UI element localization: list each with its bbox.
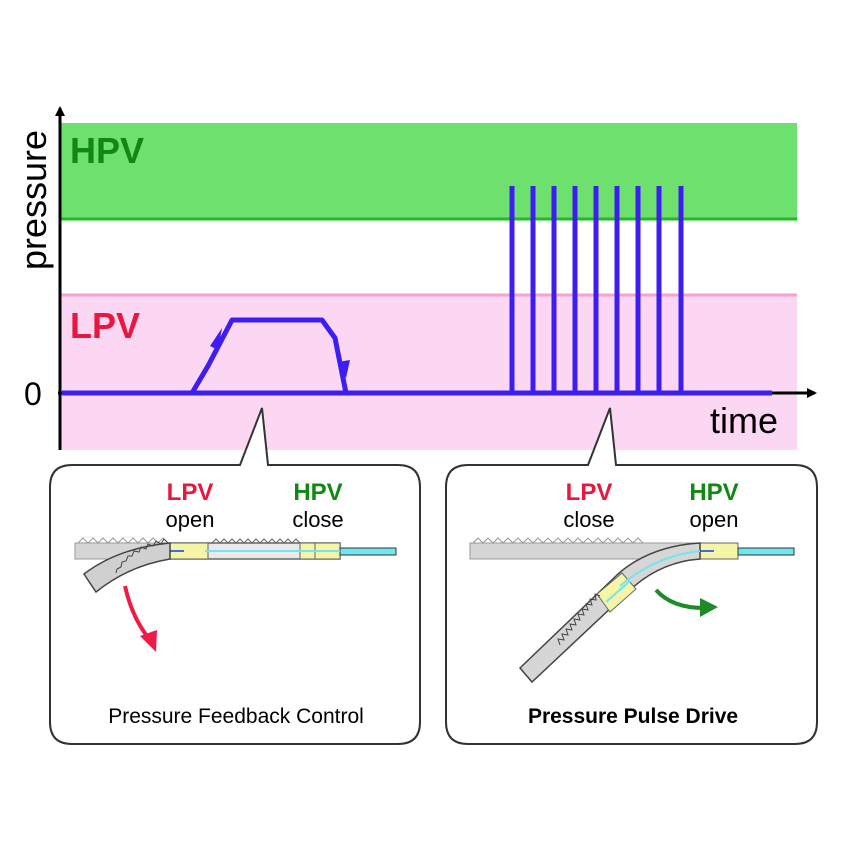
right-hpv-label: HPV [689, 479, 738, 506]
fall-arrow-icon [338, 360, 350, 378]
left-lpv-state: open [166, 507, 215, 532]
left-lpv-label: LPV [167, 479, 214, 506]
right-panel-caption: Pressure Pulse Drive [528, 705, 738, 728]
hpv-band-label: HPV [70, 130, 144, 171]
left-actuator-illustration [74, 537, 397, 594]
left-panel-caption: Pressure Feedback Control [108, 705, 364, 728]
x-axis-label: time [710, 400, 778, 441]
left-flow-arrowhead-icon [140, 630, 157, 652]
rise-arrow-icon [210, 328, 222, 350]
lpv-band-label: LPV [70, 305, 140, 346]
pulse-train [509, 186, 684, 393]
right-hpv-state: open [690, 507, 739, 532]
y-axis-label: pressure [13, 130, 54, 270]
feedback-pulse [189, 317, 349, 395]
right-lpv-label: LPV [566, 479, 613, 506]
left-panel-frame [49, 407, 421, 745]
zero-tick-label: 0 [24, 376, 42, 412]
lpv-band [60, 294, 797, 450]
left-hpv-label: HPV [293, 479, 342, 506]
hpv-band [60, 123, 797, 219]
right-flow-arrow-icon [654, 588, 705, 610]
right-flow-arrowhead-icon [700, 598, 718, 617]
right-lpv-state: close [563, 507, 614, 532]
left-hpv-state: close [292, 507, 343, 532]
signal-trace [62, 186, 772, 396]
right-actuator-illustration [469, 537, 795, 684]
